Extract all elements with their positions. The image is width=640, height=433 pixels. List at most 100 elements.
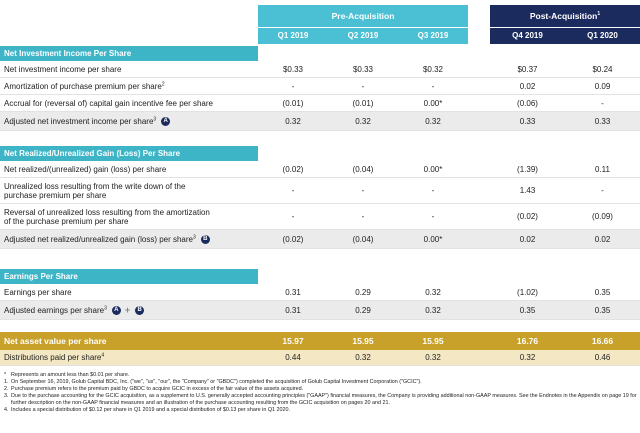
column-header: Q4 2019 (490, 28, 565, 44)
row-label: Reversal of unrealized loss resulting fr… (0, 208, 258, 226)
label-text: Adjusted net realized/unrealized gain (l… (4, 233, 196, 244)
cell-value: (1.39) (517, 164, 538, 174)
row-label: Adjusted net realized/unrealized gain (l… (0, 233, 258, 244)
label-text: Net realized/(unrealized) gain (loss) pe… (4, 164, 167, 174)
footnote-text: Purchase premium refers to the premium p… (11, 386, 304, 392)
cell-value: (0.01) (352, 98, 374, 108)
cell-value: 16.76 (516, 336, 539, 346)
cell-value: 16.66 (591, 336, 614, 346)
post-acquisition-label: Post-Acquisition (529, 11, 598, 21)
section-header: Net Realized/Unrealized Gain (Loss) Per … (0, 146, 258, 161)
column-header: Q1 2019 (258, 28, 328, 44)
footnote-ref: 3 (153, 115, 157, 122)
nav-row: Net asset value per share 15.97 15.95 15.95… (0, 332, 640, 350)
column-header: Q2 2019 (328, 28, 398, 44)
cell-value: 0.02 (519, 81, 536, 91)
cell-value: 15.97 (282, 336, 304, 346)
table-row: Unrealized loss resulting from the write… (0, 178, 640, 204)
cell-value: 0.29 (355, 287, 371, 297)
adjusted-row: Adjusted net investment income per share… (0, 112, 640, 131)
footnote-ref: 1 (597, 11, 601, 18)
cell-value: - (601, 98, 604, 108)
distributions-row: Distributions paid per share4 0.44 0.32 0.3… (0, 350, 640, 366)
cell-value: - (601, 186, 604, 195)
cell-value: - (361, 212, 365, 221)
cell-value: (0.09) (592, 212, 613, 221)
cell-value: 0.02 (519, 234, 536, 244)
gap (468, 5, 490, 27)
footnote: 4. Includes a special distribution of $0.… (0, 407, 640, 414)
table-row: Net investment income per share $0.33 $0.3… (0, 61, 640, 78)
cell-value: - (291, 212, 295, 221)
label-text: Earnings per share (4, 287, 72, 297)
section-header: Earnings Per Share (0, 269, 258, 284)
cell-value: 0.11 (595, 164, 610, 174)
footnote-marker: * (4, 372, 7, 378)
label-text: Distributions paid per share4 (4, 352, 105, 362)
cell-value: 0.00* (423, 234, 443, 244)
row-label: Earnings per share (0, 288, 258, 297)
row-label: Adjusted net investment income per share… (0, 115, 258, 126)
spacer (0, 249, 640, 269)
cell-value: 0.29 (355, 305, 371, 315)
label-text: Reversal of unrealized loss resulting fr… (4, 207, 210, 226)
cell-value: 0.32 (355, 116, 371, 126)
cell-value: (0.01) (282, 98, 304, 108)
cell-value: 0.33 (519, 116, 536, 126)
row-label: Net asset value per share (0, 335, 258, 346)
cell-value: 0.44 (285, 353, 301, 362)
group-header-row: Pre-Acquisition Post-Acquisition1 (0, 5, 640, 27)
label-text: Adjusted earnings per share3 (4, 304, 107, 315)
footnote-marker: 3. (4, 393, 9, 399)
label-text: Net asset value per share (4, 335, 107, 346)
cell-value: (0.02) (517, 212, 538, 221)
adjusted-row: Adjusted net realized/unrealized gain (l… (0, 230, 640, 249)
spacer (0, 320, 640, 332)
footnote: * Represents an amount less than $0.01 pe… (0, 372, 640, 379)
table-row: Net realized/(unrealized) gain (loss) pe… (0, 161, 640, 178)
footnote-marker: 1. (4, 379, 9, 385)
row-label: Unrealized loss resulting from the write… (0, 182, 258, 200)
table-row: Amortization of purchase premium per sha… (0, 78, 640, 95)
section-header: Net Investment Income Per Share (0, 46, 258, 61)
cell-value: - (361, 186, 365, 195)
cell-value: 0.35 (519, 305, 536, 315)
cell-value: (0.04) (352, 234, 374, 244)
cell-value: - (291, 81, 295, 91)
cell-value: $0.24 (592, 64, 613, 74)
cell-value: 0.32 (425, 287, 441, 297)
cell-value: $0.37 (517, 64, 538, 74)
footnote-marker: 4. (4, 407, 9, 413)
cell-value: 15.95 (422, 336, 444, 346)
footnote-text: Represents an amount less than $0.01 per… (11, 372, 130, 378)
pre-acquisition-header: Pre-Acquisition (258, 5, 468, 27)
cell-value: - (361, 81, 365, 91)
footnote: 2. Purchase premium refers to the premium… (0, 386, 640, 393)
adjusted-row: Adjusted earnings per share3 A + B 0.31 0.29 0… (0, 301, 640, 320)
cell-value: 0.32 (425, 353, 441, 362)
label-text: Net investment income per share (4, 64, 122, 74)
cell-value: (0.06) (517, 98, 538, 108)
footnote-ref: 3 (193, 233, 196, 240)
row-label: Net investment income per share (0, 65, 258, 74)
row-label: Adjusted earnings per share3 A + B (0, 304, 258, 315)
row-label: Net realized/(unrealized) gain (loss) pe… (0, 165, 258, 174)
footnote-text: Includes a special distribution of $0.12… (11, 407, 290, 413)
cell-value: 0.33 (594, 116, 611, 126)
row-label: Amortization of purchase premium per sha… (0, 81, 258, 90)
cell-value: (0.04) (352, 164, 374, 174)
cell-value: 15.95 (352, 336, 374, 346)
cell-value: 0.35 (594, 305, 611, 315)
cell-value: 0.00* (423, 164, 443, 174)
spacer (0, 5, 258, 27)
table-row: Earnings per share 0.31 0.29 0.32 (1.02) 0.35 (0, 284, 640, 301)
footnote-ref: 3 (104, 304, 107, 311)
gap (468, 28, 490, 44)
cell-value: $0.33 (282, 64, 304, 74)
label-text: Unrealized loss resulting from the write… (4, 181, 186, 200)
spacer (0, 131, 640, 146)
cell-value: 0.02 (594, 234, 611, 244)
row-label: Accrual for (reversal of) capital gain i… (0, 99, 258, 108)
row-label: Distributions paid per share4 (0, 353, 258, 362)
footnote: 3. Due to the purchase accounting for the… (0, 393, 640, 407)
